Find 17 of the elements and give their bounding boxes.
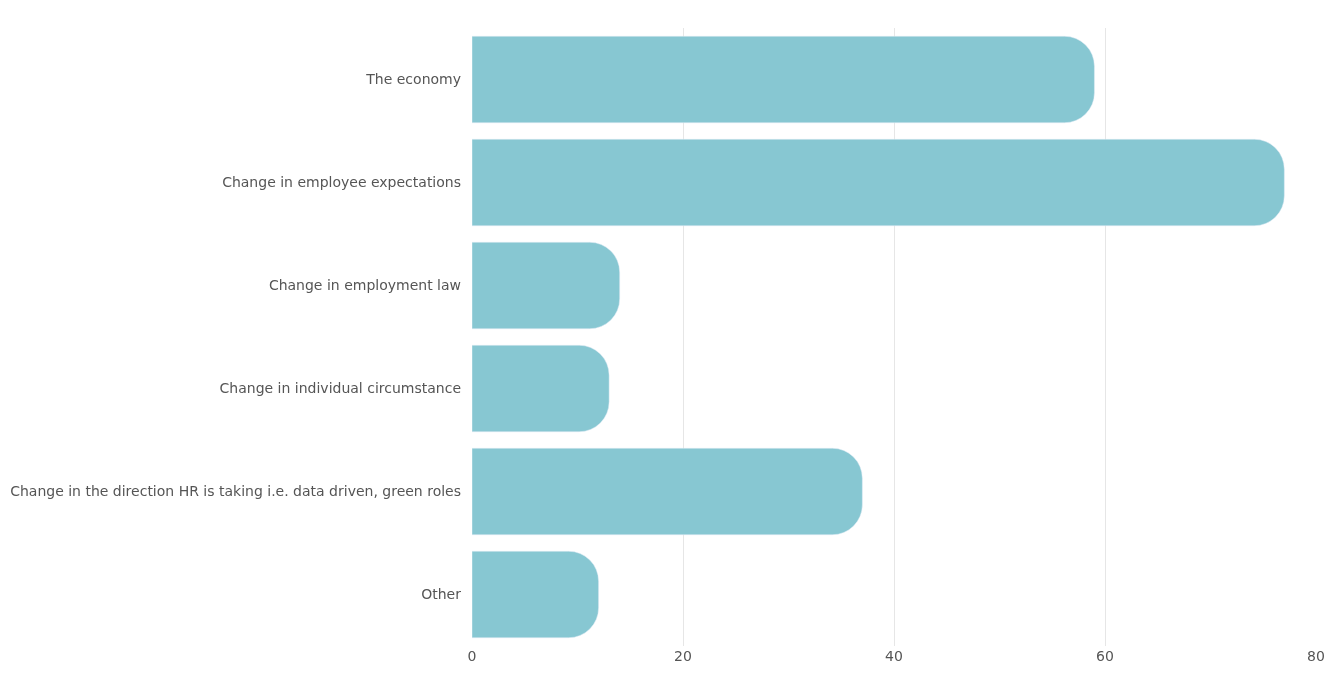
y-tick-label: Change in individual circumstance <box>219 380 461 397</box>
y-tick-label: The economy <box>365 71 461 88</box>
bar <box>472 550 599 639</box>
y-tick-label: Other <box>421 586 462 603</box>
y-tick-label: Change in the direction HR is taking i.e. data driven, green roles <box>10 483 461 500</box>
x-tick-label: 20 <box>674 648 692 664</box>
y-tick-label: Change in employee expectations <box>222 174 461 191</box>
bar <box>472 138 1285 227</box>
x-tick-label: 40 <box>885 648 903 664</box>
y-tick-label: Change in employment law <box>268 277 461 294</box>
x-tick-label: 0 <box>467 648 477 664</box>
bar <box>472 344 610 433</box>
x-tick-label: 80 <box>1307 648 1325 664</box>
x-tick-label: 60 <box>1096 648 1114 664</box>
bar <box>472 35 1095 124</box>
bar <box>472 241 620 330</box>
bar <box>472 447 863 536</box>
